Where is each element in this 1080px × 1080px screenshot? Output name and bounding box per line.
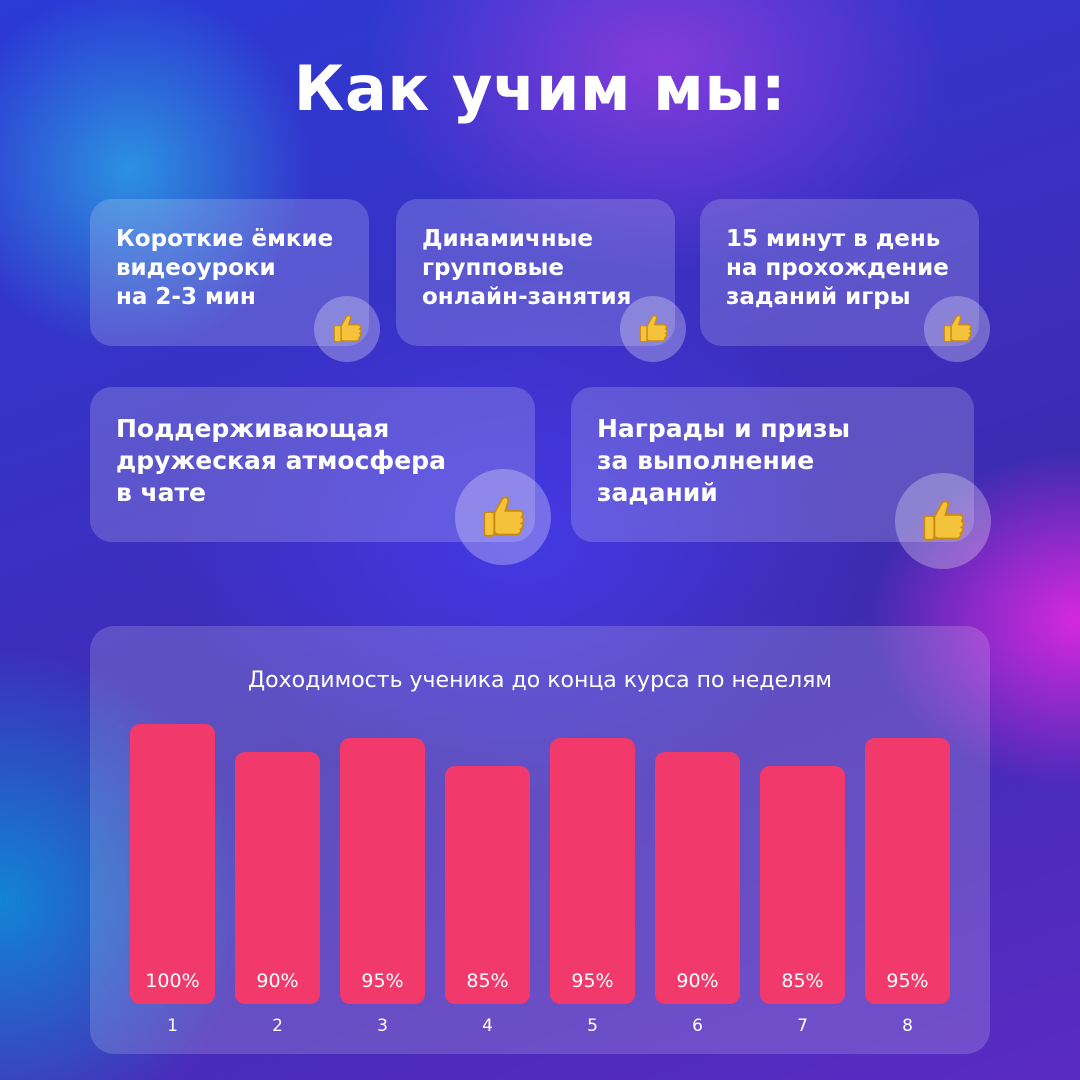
thumbs-up-icon [314, 296, 380, 362]
feature-card-group-classes: Динамичные групповые онлайн-занятия [396, 199, 675, 346]
bar-data-label: 95% [361, 970, 403, 992]
x-tick-label: 2 [272, 1016, 283, 1036]
bar-data-label: 95% [886, 970, 928, 992]
bar-data-label: 100% [145, 970, 199, 992]
thumbs-up-icon [455, 469, 551, 565]
x-tick-label: 1 [167, 1016, 178, 1036]
x-tick-label: 5 [587, 1016, 598, 1036]
thumbs-up-icon [895, 473, 991, 569]
x-tick-label: 8 [902, 1016, 913, 1036]
bar-week-5 [550, 738, 635, 1004]
chart-panel: Доходимость ученика до конца курса по не… [90, 626, 990, 1054]
bar-week-7 [760, 766, 845, 1004]
feature-card-daily-tasks: 15 минут в день на прохождение заданий и… [700, 199, 979, 346]
thumbs-up-icon [620, 296, 686, 362]
bar-week-2 [235, 752, 320, 1004]
bar-data-label: 95% [571, 970, 613, 992]
feature-card-video-lessons: Короткие ёмкие видеоуроки на 2-3 мин [90, 199, 369, 346]
x-tick-label: 4 [482, 1016, 493, 1036]
bar-data-label: 85% [781, 970, 823, 992]
bar-week-8 [865, 738, 950, 1004]
feature-card-text: Награды и призы за выполнение заданий [597, 414, 851, 507]
bar-week-3 [340, 738, 425, 1004]
x-tick-label: 3 [377, 1016, 388, 1036]
feature-card-chat-atmosphere: Поддерживающая дружеская атмосфера в чат… [90, 387, 535, 542]
feature-card-text: Поддерживающая дружеская атмосфера в чат… [116, 414, 446, 507]
x-tick-label: 7 [797, 1016, 808, 1036]
bar-data-label: 90% [676, 970, 718, 992]
bar-chart: 100% 1 90% 2 95% 3 85% 4 95% 5 90% 6 85% 7 95% 8 [130, 724, 950, 1036]
bar-week-4 [445, 766, 530, 1004]
feature-card-text: Динамичные групповые онлайн-занятия [422, 226, 632, 310]
feature-card-rewards: Награды и призы за выполнение заданий [571, 387, 974, 542]
chart-title: Доходимость ученика до конца курса по не… [247, 668, 833, 693]
bar-data-label: 90% [256, 970, 298, 992]
bar-data-label: 85% [466, 970, 508, 992]
bar-week-1 [130, 724, 215, 1004]
thumbs-up-icon [924, 296, 990, 362]
x-tick-label: 6 [692, 1016, 703, 1036]
page-title: Как учим мы: [293, 52, 787, 125]
bar-week-6 [655, 752, 740, 1004]
feature-card-text: Короткие ёмкие видеоуроки на 2-3 мин [116, 226, 334, 310]
feature-card-text: 15 минут в день на прохождение заданий и… [726, 226, 949, 310]
